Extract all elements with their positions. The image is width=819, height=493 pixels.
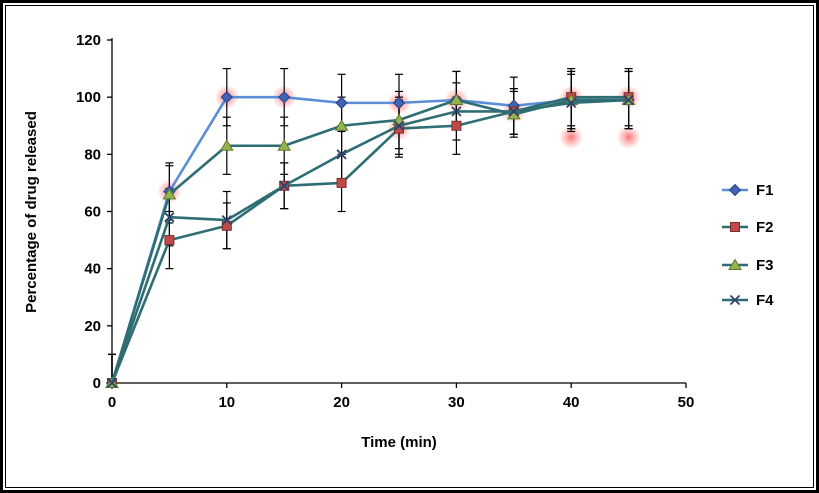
legend-item-F3: F3 xyxy=(722,257,774,274)
legend-item-F2: F2 xyxy=(722,219,774,236)
y-tick-label: 120 xyxy=(76,32,101,49)
y-tick-label: 60 xyxy=(84,204,101,221)
glow-spot xyxy=(559,125,584,150)
x-tick-label: 40 xyxy=(563,394,580,411)
legend-item-F1: F1 xyxy=(722,182,774,199)
chart-inner-frame: 0 10 20 30 40 50 0 20 40 60 80 100 120 F1 F2 F3 F4 Perc… xyxy=(5,5,814,488)
legend: F1 F2 F3 F4 xyxy=(722,182,774,309)
error-bars xyxy=(108,67,633,384)
legend-label: F3 xyxy=(756,257,774,274)
x-tick-label: 50 xyxy=(678,394,695,411)
x-axis-title: Time (min) xyxy=(361,434,437,451)
series-F4 xyxy=(106,94,634,389)
y-axis-title: Percentage of drug released xyxy=(23,111,40,313)
legend-item-F4: F4 xyxy=(722,292,774,309)
legend-label: F1 xyxy=(756,182,774,199)
series-F2 xyxy=(107,92,634,388)
data-series xyxy=(105,90,636,390)
axes: 0 10 20 30 40 50 0 20 40 60 80 100 120 xyxy=(76,32,694,411)
x-tick-label: 0 xyxy=(108,394,116,411)
legend-label: F2 xyxy=(756,219,774,236)
x-tick-label: 20 xyxy=(333,394,350,411)
y-tick-label: 80 xyxy=(84,146,101,163)
y-tick-label: 40 xyxy=(84,261,101,278)
drug-release-line-chart: 0 10 20 30 40 50 0 20 40 60 80 100 120 F1 F2 F3 F4 Perc… xyxy=(23,32,774,451)
legend-label: F4 xyxy=(756,292,774,309)
x-tick-label: 10 xyxy=(218,394,235,411)
series-F1 xyxy=(105,90,635,390)
y-tick-label: 100 xyxy=(76,89,101,106)
y-tick-label: 20 xyxy=(84,318,101,335)
series-F3 xyxy=(105,93,636,388)
x-tick-label: 30 xyxy=(448,394,465,411)
y-tick-label: 0 xyxy=(93,375,101,392)
glow-spot xyxy=(616,125,641,150)
